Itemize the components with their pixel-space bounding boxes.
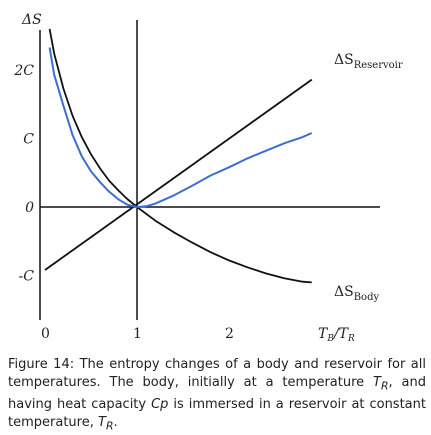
x-axis-title: TB/TR	[318, 326, 355, 344]
x-tick-label: 2	[225, 326, 234, 342]
x-tick-label: 1	[133, 326, 142, 342]
figure-caption: Figure 14: The entropy changes of a body…	[8, 356, 426, 435]
series-line-total	[48, 47, 313, 208]
y-tick-label: 2C	[13, 63, 34, 79]
series-lines	[44, 28, 313, 284]
series-line-body	[48, 28, 312, 284]
y-tick-label: C	[23, 132, 34, 148]
caption-temp-symbol: TR	[373, 375, 389, 393]
x-tick-label: 0	[41, 326, 50, 342]
entropy-chart: ΔS TB/TR 0 1 2 2C C 0 -C ΔSReservoir ΔSBody	[13, 12, 403, 344]
tick-labels: 0 1 2 2C C 0 -C	[13, 63, 234, 342]
series-label-reservoir: ΔSReservoir	[334, 52, 403, 71]
y-tick-label: -C	[19, 269, 35, 285]
series-line-reservoir	[44, 78, 313, 271]
caption-lead: Figure 14: The entropy changes of a body…	[8, 357, 426, 390]
y-tick-label: 0	[25, 200, 34, 216]
caption-mid: , and having heat capacity	[8, 375, 426, 412]
series-label-body: ΔSBody	[334, 284, 379, 303]
y-axis-title: ΔS	[21, 12, 42, 28]
caption-cp: Cp	[151, 396, 169, 412]
